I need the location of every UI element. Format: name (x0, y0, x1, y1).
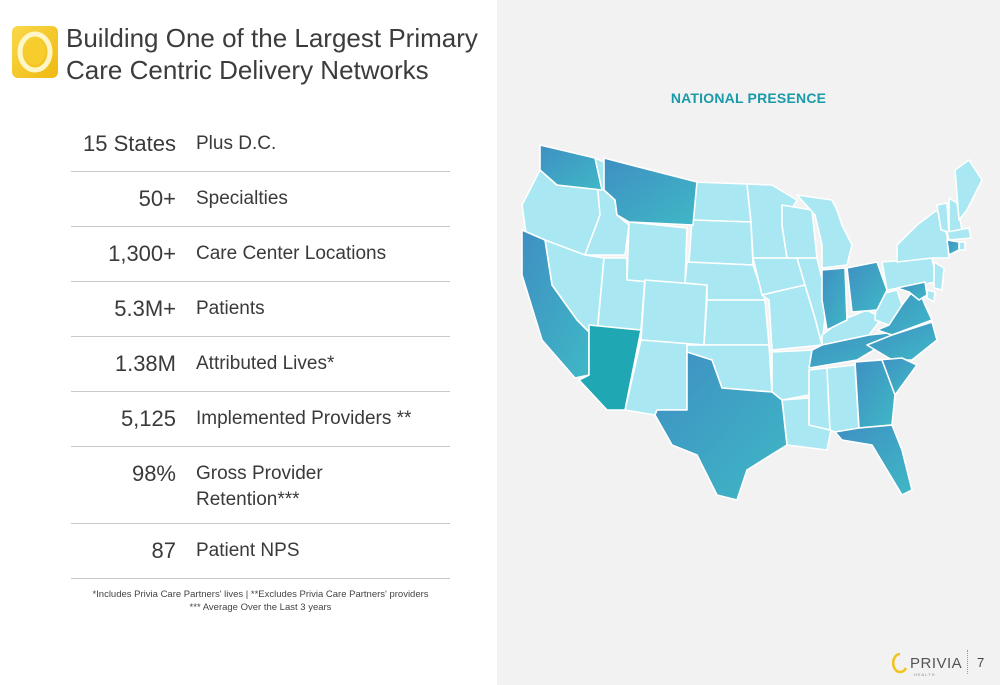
state-wyoming (626, 221, 688, 286)
page-title: Building One of the Largest Primary Care… (66, 22, 491, 86)
title-line-1: Building One of the Largest Primary (66, 23, 478, 53)
state-rhode-island (958, 241, 966, 251)
content-panel: Building One of the Largest Primary Care… (0, 0, 497, 685)
state-delaware (926, 289, 936, 303)
state-new-jersey (933, 261, 945, 291)
state-arizona (578, 324, 642, 411)
title-line-2: Care Centric Delivery Networks (66, 55, 429, 85)
privia-logo-mark-icon (892, 652, 908, 674)
stat-label: Gross Provider Retention*** (196, 461, 450, 513)
footnote-line-2: *** Average Over the Last 3 years (189, 602, 332, 613)
state-maine (954, 159, 983, 221)
us-map (521, 144, 983, 501)
brand-sub: HEALTH (914, 672, 936, 677)
stat-value: 1,300+ (108, 241, 176, 266)
stat-row: 1.38M Attributed Lives* (71, 337, 450, 392)
state-connecticut (946, 239, 960, 256)
stat-value: 5.3M+ (114, 296, 176, 321)
stat-value: 1.38M (114, 351, 176, 376)
footnotes: *Includes Privia Care Partners' lives | … (71, 588, 450, 614)
stat-value: 15 States (83, 131, 176, 156)
stat-label: Specialties (196, 188, 288, 209)
stat-row: 15 States Plus D.C. (71, 117, 450, 172)
stat-row: 98% Gross Provider Retention*** (71, 447, 450, 524)
privia-brand: PRIVIA HEALTH 7 (892, 648, 992, 678)
state-florida (834, 424, 913, 496)
stat-value: 50+ (138, 186, 176, 211)
stat-row: 5,125 Implemented Providers ** (71, 392, 450, 447)
stat-value: 98% (131, 461, 176, 486)
stat-label: Care Center Locations (196, 243, 387, 264)
state-wisconsin (781, 204, 818, 259)
stat-row: 50+ Specialties (71, 172, 450, 227)
stat-label: Patients (196, 298, 265, 319)
stat-row: 1,300+ Care Center Locations (71, 227, 450, 282)
state-montana (603, 157, 698, 226)
stat-value: 87 (151, 538, 176, 563)
map-title: NATIONAL PRESENCE (670, 90, 827, 106)
state-north-dakota (691, 181, 752, 223)
state-texas (654, 351, 788, 501)
state-washington (539, 144, 603, 191)
state-kansas (703, 299, 770, 346)
state-arkansas (771, 349, 816, 401)
state-ohio (846, 261, 888, 313)
stat-row: 5.3M+ Patients (71, 282, 450, 337)
stat-row: 87 Patient NPS (71, 524, 450, 579)
map-panel: NATIONAL PRESENCE (497, 0, 1000, 685)
state-colorado (640, 279, 708, 346)
state-michigan (796, 194, 853, 269)
stat-label-line-2: Retention*** (196, 489, 300, 510)
stats-table: 15 States Plus D.C. 50+ Specialties 1,30… (71, 117, 450, 579)
stat-label: Implemented Providers ** (196, 408, 412, 429)
state-massachusetts (946, 227, 972, 241)
stat-label-line-1: Gross Provider (196, 463, 323, 484)
state-indiana (821, 267, 848, 331)
state-maryland (896, 281, 928, 301)
stat-label: Plus D.C. (196, 133, 277, 154)
state-south-dakota (688, 219, 754, 266)
state-alabama (826, 364, 860, 433)
stat-value: 5,125 (120, 406, 176, 431)
stat-label: Patient NPS (196, 540, 300, 561)
brand-separator (967, 650, 968, 674)
page-number: 7 (977, 655, 985, 670)
footnote-line-1: *Includes Privia Care Partners' lives | … (92, 589, 429, 600)
brand-name: PRIVIA (910, 655, 963, 672)
state-georgia (854, 359, 896, 429)
privia-logo-icon (12, 26, 58, 78)
stat-label: Attributed Lives* (196, 353, 335, 374)
